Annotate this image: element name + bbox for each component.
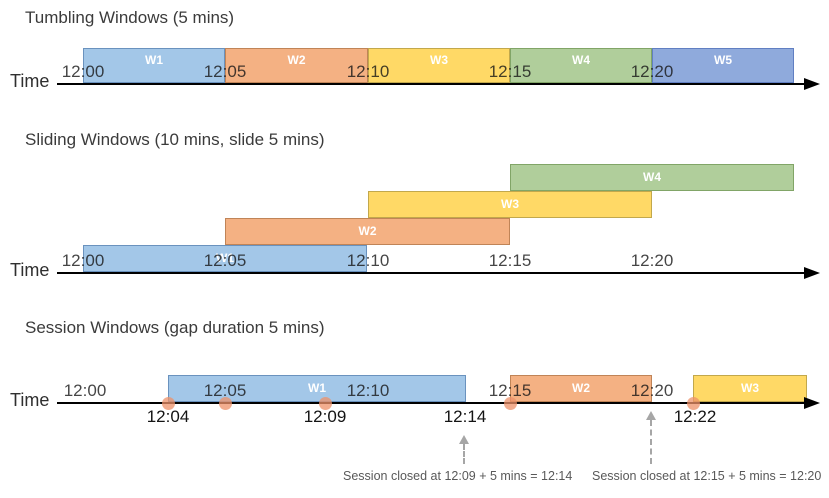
window-w2 [225,48,368,83]
window-w1 [83,48,225,83]
window-w1 [168,375,466,402]
window-label: W3 [501,197,519,211]
tick-label: 12:20 [630,62,674,81]
window-w1 [83,245,367,272]
window-label: W3 [741,381,759,395]
axis-arrowhead-icon [804,78,820,91]
time-axis-label: Time [10,260,50,280]
annotation-text: Session closed at 12:15 + 5 mins = 12:20 [592,469,822,483]
tick-label: 12:20 [630,251,674,270]
window-label: W4 [643,170,661,184]
window-w3 [368,191,652,218]
window-w5 [652,48,794,83]
tick-label: 12:00 [63,381,107,400]
axis-arrowhead-icon [804,267,820,280]
tick-label: 12:15 [488,381,532,400]
window-label: W1 [308,381,326,395]
section-title: Tumbling Windows (5 mins) [25,8,235,27]
annotation-text: Session closed at 12:09 + 5 mins = 12:14 [343,469,573,483]
event-time-label: 12:04 [146,407,190,426]
window-label: W2 [287,53,306,67]
window-label: W5 [714,53,732,67]
window-label: W1 [145,53,163,67]
window-w3 [693,375,807,402]
tick-label: 12:05 [203,381,247,400]
event-dot [218,396,232,410]
time-axis-label: Time [10,390,50,410]
event-time-label: 12:22 [673,407,717,426]
tick-label: 12:10 [346,62,390,81]
window-label: W1 [216,251,234,265]
tick-label: 12:05 [203,251,247,270]
window-w4 [510,48,652,83]
tick-label: 12:10 [346,251,390,270]
axis-arrowhead-icon [804,397,820,410]
event-dot [318,396,332,410]
annotation-arrow-icon [646,411,656,420]
event-time-label: 12:09 [303,407,347,426]
annotation-arrow-line [650,420,652,464]
window-w2 [510,375,652,402]
time-axis-label: Time [10,71,50,91]
tick-label: 12:00 [61,251,105,270]
time-axis-line [57,402,806,405]
time-axis-line [57,272,806,275]
section-title: Session Windows (gap duration 5 mins) [25,318,325,337]
time-axis-line [57,83,806,86]
tick-label: 12:20 [630,381,674,400]
tick-label: 12:15 [488,251,532,270]
window-label: W2 [358,224,377,238]
annotation-arrow-icon [459,435,469,444]
event-dot [503,396,517,410]
window-label: W2 [572,381,590,395]
window-w4 [510,164,794,191]
tick-label: 12:05 [203,62,247,81]
event-time-label: 12:14 [443,407,487,426]
event-dot [161,396,175,410]
tick-label: 12:00 [61,62,105,81]
window-label: W4 [572,53,590,67]
event-dot [686,396,700,410]
section-title: Sliding Windows (10 mins, slide 5 mins) [25,130,325,149]
tick-label: 12:10 [346,381,390,400]
tick-label: 12:15 [488,62,532,81]
window-w2 [225,218,510,245]
annotation-arrow-line [463,444,465,464]
window-label: W3 [430,53,448,67]
window-w3 [368,48,510,83]
